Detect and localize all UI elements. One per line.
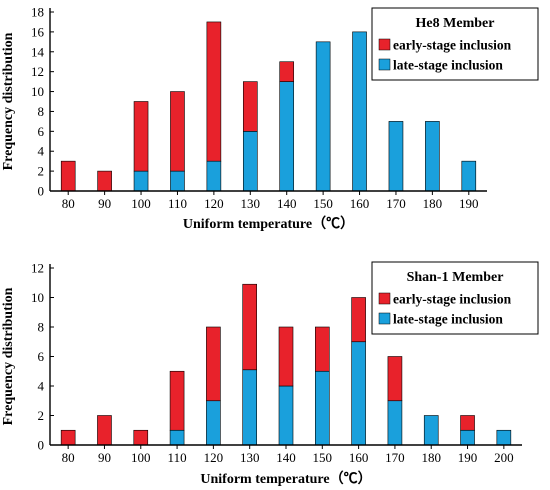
bar-late-140 (279, 81, 295, 192)
bar-early-110 (170, 91, 185, 172)
y-tick-label: 12 (31, 64, 44, 79)
legend-label: late-stage inclusion (393, 312, 503, 327)
x-tick-label: 120 (204, 450, 224, 465)
bar-early-110 (169, 370, 185, 431)
bar-early-90 (97, 170, 112, 192)
x-tick-label: 120 (204, 196, 224, 211)
y-tick-label: 18 (31, 5, 44, 20)
bar-late-190 (461, 160, 477, 192)
bar-late-150 (315, 370, 330, 446)
y-tick-label: 8 (38, 320, 45, 335)
bar-late-170 (387, 400, 403, 446)
y-tick-label: 8 (38, 104, 45, 119)
y-axis-title: Frequency distribution (1, 287, 16, 425)
x-tick-label: 130 (240, 450, 260, 465)
x-axis-title: Uniform temperature（℃） (183, 216, 354, 232)
bar-early-100 (133, 101, 149, 172)
bar-late-120 (206, 400, 221, 446)
chart-shan-1-member: 0 2 4 6 8 10 12 80 90 100 110 120 130 140 150 160 170 180… (1, 261, 539, 487)
x-tick-label: 150 (313, 450, 333, 465)
y-tick-label: 4 (38, 144, 45, 159)
bar-early-80 (60, 429, 76, 446)
x-tick-label: 90 (98, 196, 111, 211)
bar-early-120 (206, 326, 221, 402)
x-tick-label: 200 (494, 450, 514, 465)
bar-early-100 (133, 429, 149, 446)
bar-late-180 (425, 121, 440, 192)
x-tick-label: 110 (168, 450, 187, 465)
bar-late-140 (278, 385, 294, 446)
bar-late-190 (460, 429, 475, 446)
y-tick-label: 4 (38, 379, 45, 394)
bar-late-130 (242, 131, 258, 192)
x-axis-title: Uniform temperature（℃） (200, 471, 371, 487)
y-tick-label: 10 (31, 290, 44, 305)
bar-late-160 (351, 341, 366, 446)
bar-early-130 (242, 81, 258, 132)
legend-swatch (378, 292, 391, 305)
bar-late-120 (206, 160, 222, 192)
bar-late-130 (242, 369, 257, 446)
x-tick-label: 100 (131, 450, 151, 465)
x-tick-label: 160 (350, 196, 370, 211)
bar-late-110 (170, 170, 185, 192)
bar-early-120 (206, 21, 222, 162)
bar-early-150 (315, 326, 330, 372)
legend-box (371, 261, 539, 335)
y-tick-label: 6 (38, 124, 45, 139)
y-tick-label: 0 (38, 438, 45, 453)
bar-early-80 (60, 160, 76, 192)
legend-label: late-stage inclusion (393, 58, 503, 73)
y-tick-label: 2 (38, 164, 45, 179)
bar-early-140 (278, 326, 294, 387)
y-tick-label: 2 (38, 408, 45, 423)
x-tick-label: 90 (98, 450, 111, 465)
bar-early-190 (460, 415, 475, 431)
bar-late-200 (496, 429, 512, 446)
x-tick-label: 80 (62, 196, 75, 211)
x-tick-label: 130 (241, 196, 261, 211)
legend-swatch (378, 38, 391, 51)
bar-early-170 (387, 356, 403, 402)
x-tick-label: 150 (313, 196, 333, 211)
chart-he8-member: 0 2 4 6 8 10 12 14 16 18 80 90 100 110 120 130 140 150 160… (1, 5, 539, 232)
legend-box (371, 7, 539, 81)
legend-title: Shan-1 Member (407, 270, 504, 285)
bar-late-160 (352, 31, 367, 192)
bar-late-100 (133, 170, 149, 192)
x-tick-label: 80 (62, 450, 75, 465)
x-tick-label: 140 (276, 450, 296, 465)
y-tick-label: 14 (31, 44, 45, 59)
legend-swatch (378, 58, 391, 71)
x-tick-label: 190 (458, 450, 478, 465)
bar-late-170 (388, 121, 404, 192)
y-tick-label: 6 (38, 349, 45, 364)
x-tick-label: 180 (421, 450, 441, 465)
x-tick-label: 180 (423, 196, 443, 211)
bar-early-160 (351, 297, 366, 343)
x-tick-label: 100 (131, 196, 151, 211)
y-tick-label: 16 (31, 24, 45, 39)
x-tick-label: 190 (459, 196, 479, 211)
y-axis-title: Frequency distribution (1, 32, 16, 170)
x-tick-label: 160 (349, 450, 369, 465)
bar-early-130 (242, 283, 257, 371)
y-tick-label: 10 (31, 84, 44, 99)
x-tick-label: 170 (386, 196, 406, 211)
bar-early-90 (97, 415, 112, 446)
x-tick-label: 170 (385, 450, 405, 465)
legend-label: early-stage inclusion (393, 292, 512, 307)
y-tick-label: 12 (31, 261, 44, 276)
bar-late-150 (315, 41, 331, 192)
y-tick-label: 0 (38, 184, 45, 199)
bar-late-110 (169, 429, 185, 446)
x-tick-label: 110 (168, 196, 187, 211)
legend-title: He8 Member (416, 16, 495, 31)
legend-label: early-stage inclusion (393, 38, 512, 53)
legend-swatch (378, 312, 391, 325)
bar-late-180 (423, 415, 439, 446)
bar-early-140 (279, 61, 295, 82)
x-tick-label: 140 (277, 196, 297, 211)
